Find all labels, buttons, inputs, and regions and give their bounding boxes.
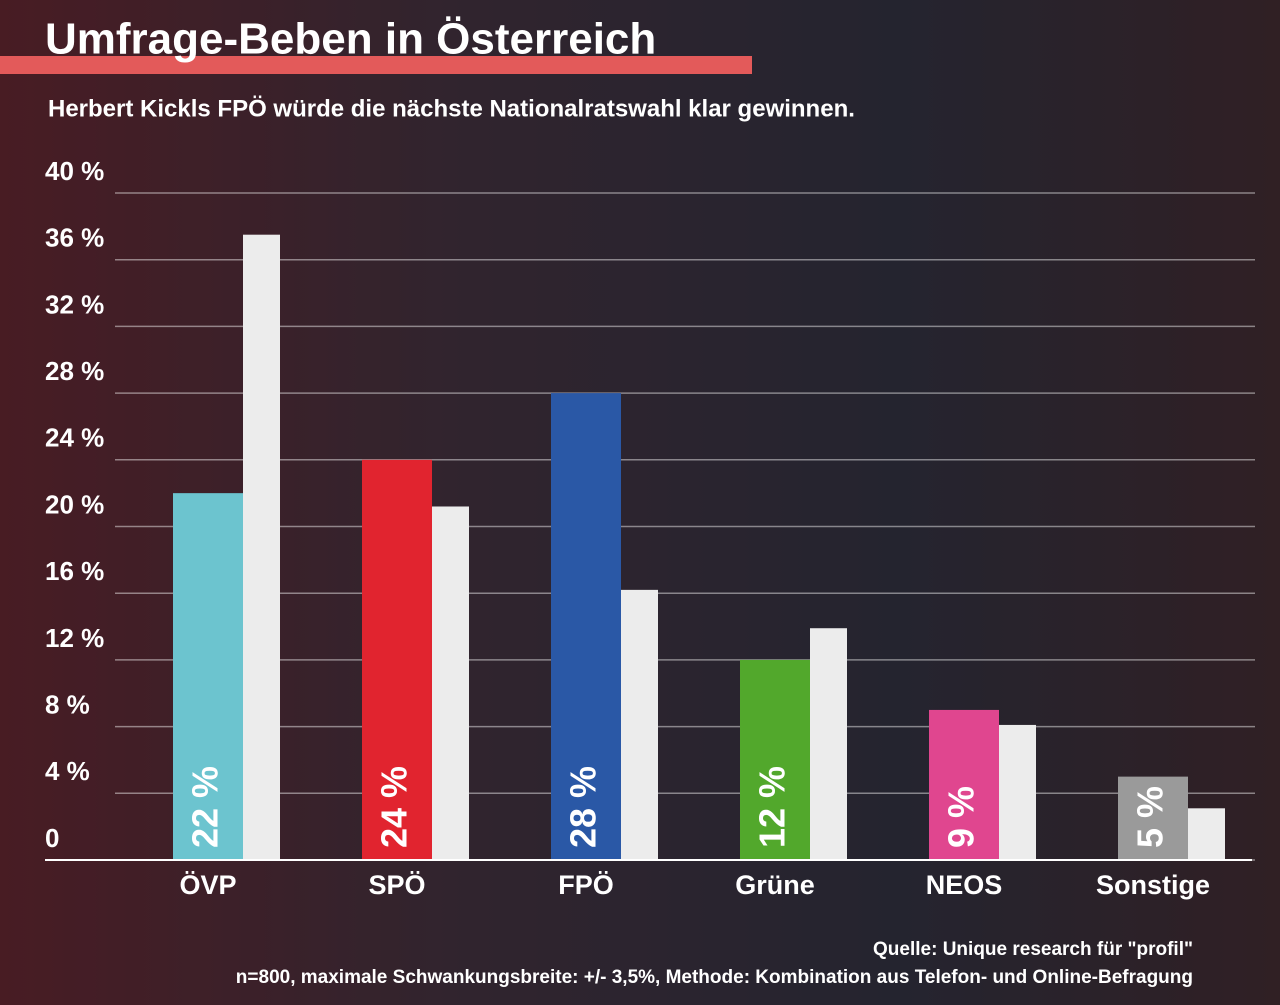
title-underline [0, 56, 752, 74]
bar [929, 709, 999, 860]
x-tick-label: FPÖ [558, 870, 614, 900]
y-tick-label: 8 % [45, 689, 90, 719]
y-tick-label: 4 % [45, 756, 90, 786]
y-tick-label: 40 % [45, 156, 104, 186]
bar [810, 628, 847, 860]
bar [551, 393, 621, 860]
y-tick-label: 16 % [45, 556, 104, 586]
value-label: 22 % [185, 766, 226, 848]
value-label: 5 % [1130, 786, 1171, 848]
bar [621, 589, 658, 860]
y-tick-label: 36 % [45, 223, 104, 253]
y-tick-label: 12 % [45, 623, 104, 653]
bar [1118, 776, 1188, 860]
x-tick-label: SPÖ [368, 870, 425, 900]
bar [432, 506, 469, 860]
x-tick-label: Grüne [735, 870, 815, 900]
y-tick-label: 28 % [45, 356, 104, 386]
y-tick-label: 20 % [45, 489, 104, 519]
chart-subtitle: Herbert Kickls FPÖ würde die nächste Nat… [48, 95, 855, 122]
x-tick-label: Sonstige [1096, 870, 1210, 900]
note: n=800, maximale Schwankungsbreite: +/- 3… [236, 967, 1193, 988]
x-tick-label: NEOS [926, 870, 1003, 900]
bar [999, 724, 1036, 860]
source: Quelle: Unique research für "profil" [873, 939, 1193, 960]
value-label: 12 % [752, 766, 793, 848]
chart-title: Umfrage-Beben in Österreich [45, 15, 656, 64]
bar [173, 493, 243, 860]
y-tick-label: 24 % [45, 423, 104, 453]
bar [243, 234, 280, 860]
value-label: 9 % [941, 786, 982, 848]
x-tick-label: ÖVP [179, 870, 236, 900]
bar [362, 459, 432, 860]
y-tick-label: 0 [45, 823, 59, 853]
bar [1188, 808, 1225, 860]
value-label: 28 % [563, 766, 604, 848]
y-tick-label: 32 % [45, 289, 104, 319]
bar [740, 659, 810, 860]
value-label: 24 % [374, 766, 415, 848]
